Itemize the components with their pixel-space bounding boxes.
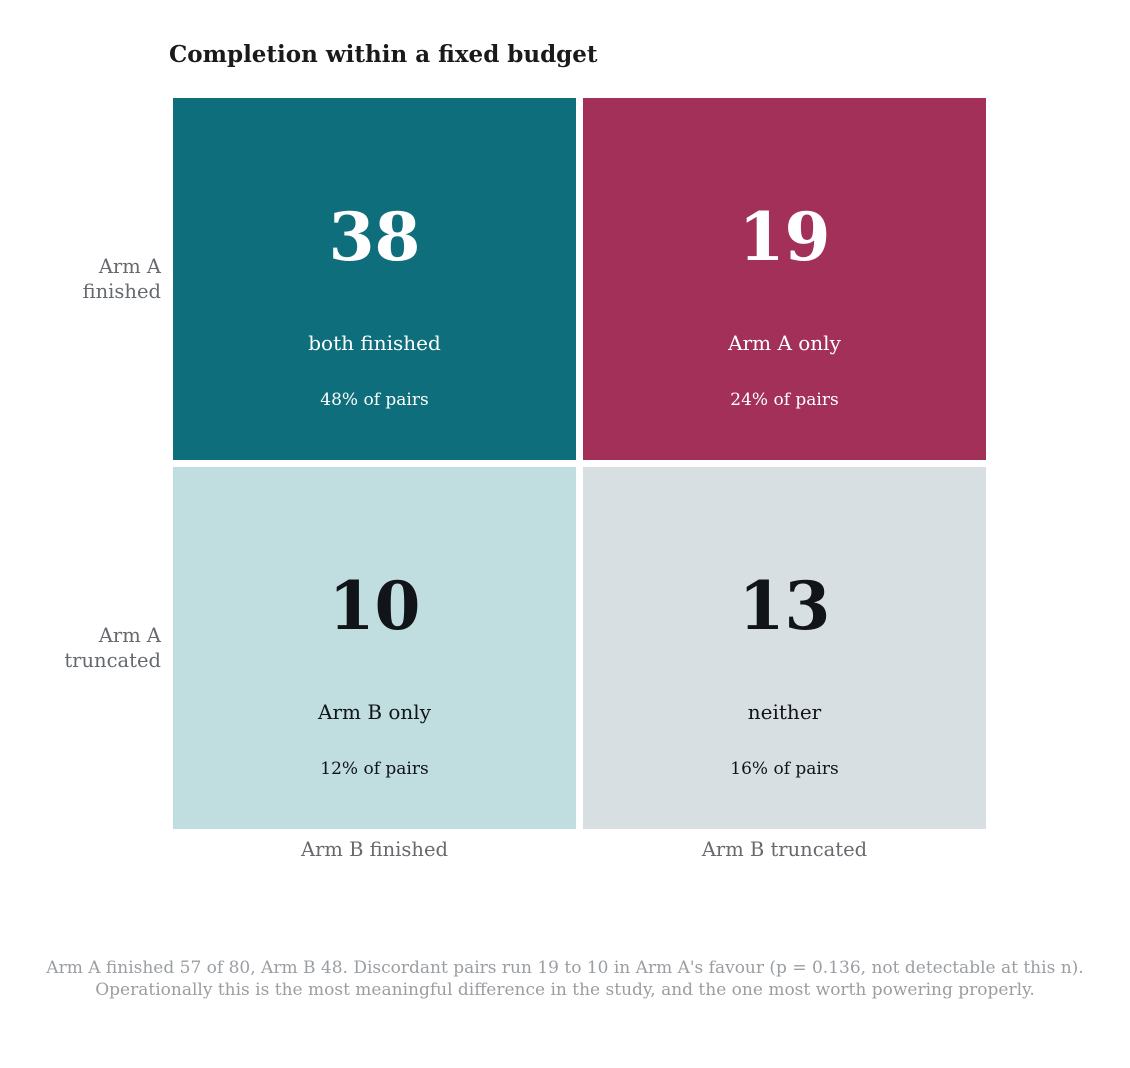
footnote-line: Arm A finished 57 of 80, Arm B 48. Disco…	[45, 958, 1083, 978]
matrix-cell-rect	[173, 98, 576, 460]
matrix-cell: 10 Arm B only 12% of pairs	[173, 467, 576, 829]
chart-title: Completion within a fixed budget	[169, 41, 598, 68]
cell-percentage: 24% of pairs	[730, 390, 838, 410]
column-label: Arm B finished	[300, 838, 448, 861]
matrix-cell: 19 Arm A only 24% of pairs	[583, 98, 986, 460]
cell-percentage: 16% of pairs	[730, 759, 838, 779]
matrix-cell-rect	[583, 467, 986, 829]
matrix-cell-rect	[583, 98, 986, 460]
cell-label: Arm A only	[727, 331, 841, 355]
cell-count: 10	[329, 567, 421, 645]
row-label-line: Arm A	[98, 255, 162, 278]
column-labels: Arm B finished Arm B truncated	[300, 838, 867, 861]
row-label-line: Arm A	[98, 624, 162, 647]
matrix-cells: 38 both finished 48% of pairs 19 Arm A only 2…	[173, 98, 986, 829]
cell-percentage: 48% of pairs	[320, 390, 428, 410]
cell-count: 38	[329, 198, 421, 276]
row-label-line: finished	[83, 280, 161, 303]
footnote: Arm A finished 57 of 80, Arm B 48. Disco…	[45, 958, 1083, 1000]
footnote-line: Operationally this is the most meaningfu…	[95, 980, 1035, 1000]
cell-count: 13	[739, 567, 831, 645]
column-label: Arm B truncated	[701, 838, 867, 861]
matrix-cell: 13 neither 16% of pairs	[583, 467, 986, 829]
matrix-cell: 38 both finished 48% of pairs	[173, 98, 576, 460]
row-label-line: truncated	[64, 649, 161, 672]
cell-count: 19	[739, 198, 831, 276]
cell-label: neither	[748, 700, 822, 724]
cell-label: Arm B only	[317, 700, 432, 724]
cell-percentage: 12% of pairs	[320, 759, 428, 779]
matrix-cell-rect	[173, 467, 576, 829]
cell-label: both finished	[308, 331, 441, 355]
